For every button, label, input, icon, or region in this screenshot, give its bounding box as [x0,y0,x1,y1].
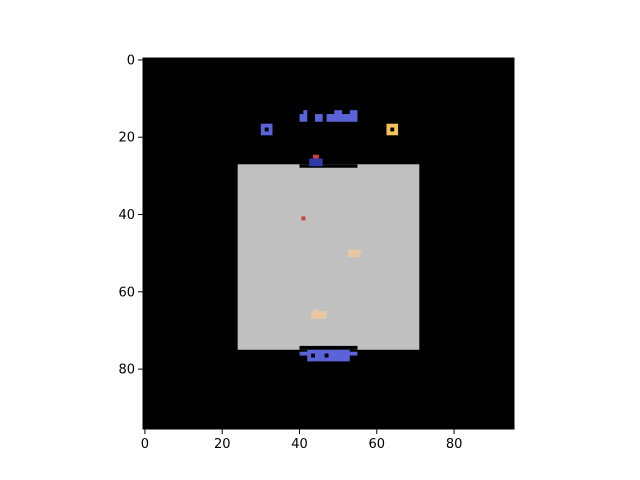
enemy-ship-part-3 [314,114,323,122]
player-sprite [309,158,323,167]
arena-notch-1 [299,164,358,168]
y-axis: 0 20 40 60 80 [118,53,143,378]
food-item-4 [314,309,319,314]
axes-border [142,57,515,430]
y-tick-label: 40 [118,208,135,223]
enemy-ship-part-5 [334,110,343,115]
arena-notch-2 [299,345,358,350]
y-tick-label: 20 [118,131,135,146]
life-icon-hole [264,127,269,132]
gold-icon-hole [390,127,395,132]
food-item-2 [357,251,362,256]
y-tick-label: 60 [118,285,135,300]
x-axis: 0 20 40 60 80 [141,429,463,452]
y-tick-label: 80 [118,363,135,378]
food-item-3 [311,311,327,319]
arena [237,164,420,350]
food-item-1 [347,249,360,258]
enemy-ship-part-1 [299,114,308,122]
enemy-ship-part-2 [303,110,308,115]
bottom-ship-hole-2 [324,353,329,358]
x-tick-label: 20 [214,437,231,452]
x-tick-label: 0 [141,437,149,452]
enemy-ship-part-4 [326,114,358,122]
y-tick-label: 0 [127,53,135,68]
player-marker [313,154,319,159]
x-tick-label: 40 [291,437,308,452]
x-tick-label: 80 [446,437,463,452]
x-tick-label: 60 [369,437,386,452]
game-frame [143,58,514,429]
red-dot [301,216,306,221]
enemy-ship-part-6 [349,110,358,115]
bottom-ship-hole-1 [311,353,315,358]
